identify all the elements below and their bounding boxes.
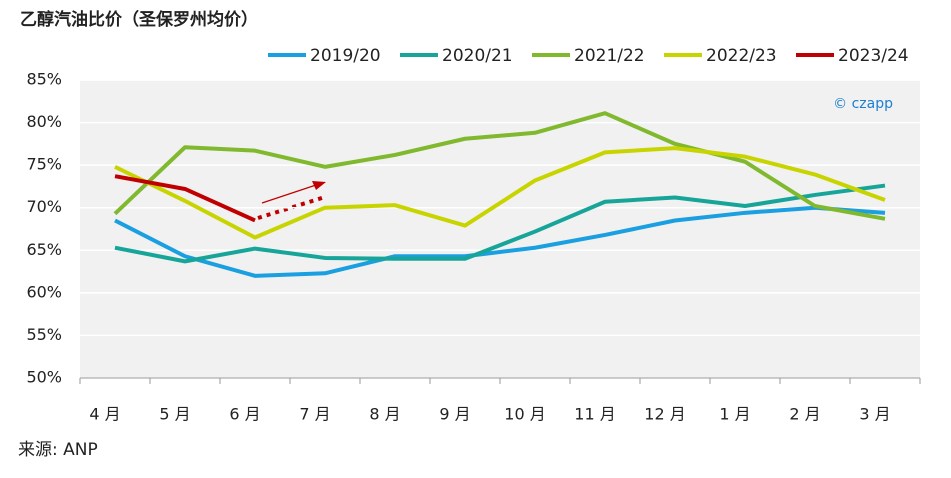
x-tick-label: 8 月: [369, 405, 400, 424]
x-tick-label: 7 月: [299, 405, 330, 424]
y-tick-label: 60%: [26, 282, 62, 301]
x-tick-label: 2 月: [789, 405, 820, 424]
y-tick-label: 85%: [26, 70, 62, 89]
plot-background: [80, 80, 920, 378]
y-tick-label: 65%: [26, 240, 62, 259]
arrow-head: [312, 181, 326, 190]
legend-label: 2022/23: [706, 46, 777, 66]
y-tick-label: 55%: [26, 325, 62, 344]
x-tick-label: 1 月: [719, 405, 750, 424]
legend-label: 2023/24: [838, 46, 909, 66]
legend-label: 2021/22: [574, 46, 645, 66]
series-line: [114, 146, 886, 240]
series-line: [114, 183, 886, 264]
chart-title: 乙醇汽油比价（圣保罗州均价）: [20, 9, 258, 30]
source: 来源: ANP: [18, 440, 98, 460]
arrow: [261, 184, 317, 204]
series-line: [114, 174, 256, 223]
x-tick-label: 5 月: [159, 405, 190, 424]
annotation: [257, 181, 326, 220]
x-tick-label: 11 月: [574, 405, 615, 424]
projection: [257, 195, 326, 220]
x-tick-label: 12 月: [644, 405, 685, 424]
y-tick-label: 70%: [26, 197, 62, 216]
series-line: [113, 111, 886, 221]
y-tick-label: 50%: [26, 368, 62, 387]
legend-label: 2019/20: [310, 46, 381, 66]
watermark: © czapp: [833, 96, 893, 112]
y-tick-label: 80%: [26, 112, 62, 131]
x-tick-label: 6 月: [229, 405, 260, 424]
x-tick-label: 9 月: [439, 405, 470, 424]
series-line: [114, 205, 886, 278]
legend-label: 2020/21: [442, 46, 513, 66]
x-tick-label: 3 月: [859, 405, 890, 424]
x-tick-label: 4 月: [89, 405, 120, 424]
x-tick-label: 10 月: [504, 405, 545, 424]
y-tick-label: 75%: [26, 155, 62, 174]
